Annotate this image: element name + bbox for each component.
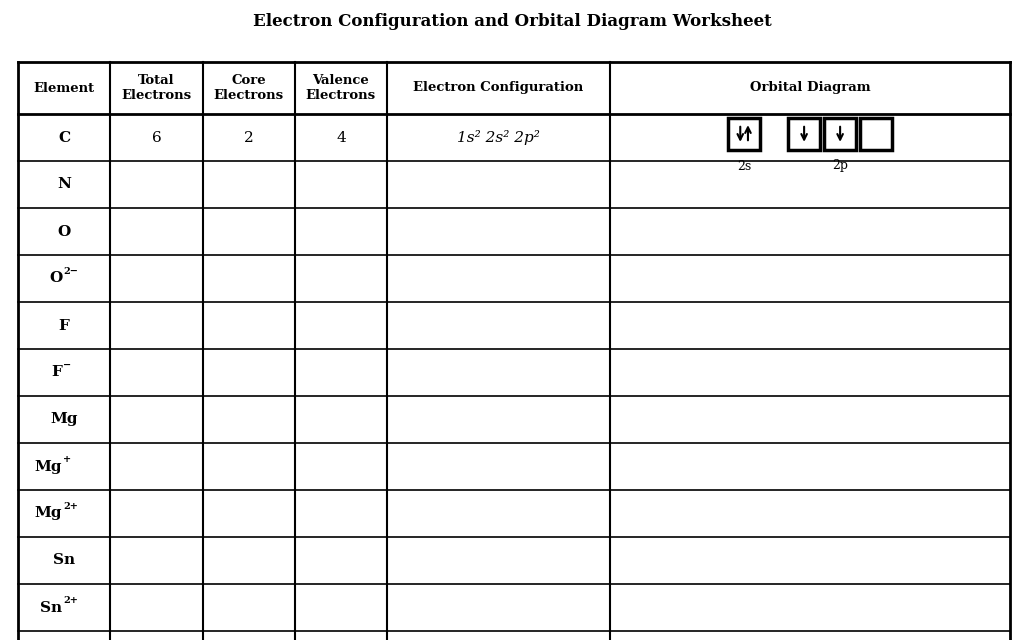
Text: N: N (57, 177, 71, 191)
Text: Sn: Sn (53, 554, 75, 568)
Text: 2: 2 (244, 131, 254, 145)
Text: O: O (49, 271, 62, 285)
Text: 2p: 2p (833, 159, 848, 173)
Text: Orbital Diagram: Orbital Diagram (750, 81, 870, 95)
Bar (788, 118, 820, 150)
Text: 2+: 2+ (63, 596, 78, 605)
Text: Total
Electrons: Total Electrons (121, 74, 191, 102)
Bar (824, 118, 856, 150)
Text: Sn: Sn (40, 600, 62, 614)
Text: Core
Electrons: Core Electrons (214, 74, 284, 102)
Text: 6: 6 (152, 131, 161, 145)
Text: F: F (58, 319, 70, 333)
Text: Valence
Electrons: Valence Electrons (306, 74, 376, 102)
Text: 2+: 2+ (63, 502, 78, 511)
Text: 2s: 2s (737, 159, 752, 173)
Text: 4: 4 (336, 131, 346, 145)
Bar (728, 118, 760, 150)
Text: F: F (51, 365, 62, 380)
Text: −: − (63, 361, 72, 370)
Text: 1s² 2s² 2p²: 1s² 2s² 2p² (457, 130, 540, 145)
Text: C: C (58, 131, 71, 145)
Text: Mg: Mg (50, 413, 78, 426)
Text: 2−: 2− (63, 267, 78, 276)
Text: Electron Configuration: Electron Configuration (414, 81, 584, 95)
Bar (860, 118, 892, 150)
Text: +: + (63, 455, 72, 464)
Text: Electron Configuration and Orbital Diagram Worksheet: Electron Configuration and Orbital Diagr… (253, 13, 771, 31)
Text: Mg: Mg (35, 460, 62, 474)
Text: Mg: Mg (35, 506, 62, 520)
Text: Element: Element (34, 81, 94, 95)
Text: O: O (57, 225, 71, 239)
